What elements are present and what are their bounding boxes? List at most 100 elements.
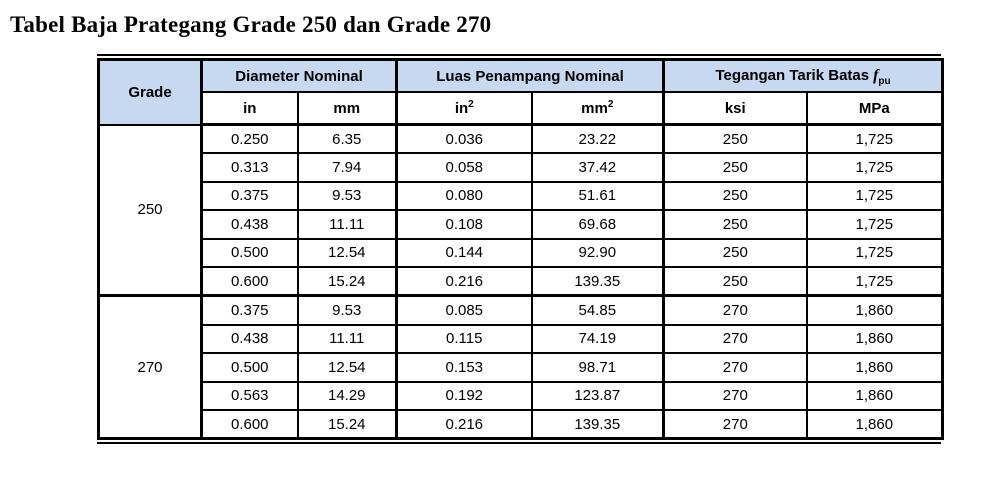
table-cell: 0.144 [395,237,533,268]
table-cell: 11.11 [296,323,399,355]
table-cell: 12.54 [296,352,399,383]
table-cell: 0.600 [200,408,299,440]
table-cell: 12.54 [296,237,399,268]
table-cell: 37.42 [530,152,666,183]
unit-mm2-base: mm [581,99,608,117]
table-cell: 0.375 [200,180,299,212]
table-cell: 0.438 [200,209,299,240]
table-row: 0.375 9.53 0.080 51.61 250 1,725 [99,180,944,212]
table-row: 0.563 14.29 0.192 123.87 270 1,860 [99,380,944,411]
table-row: 0.438 11.11 0.115 74.19 270 1,860 [99,323,944,355]
page-title: Tabel Baja Prategang Grade 250 dan Grade… [10,12,492,37]
table-row: 0.600 15.24 0.216 139.35 250 1,725 [99,265,944,297]
table-row: 270 0.375 9.53 0.085 54.85 270 1,860 [97,294,944,440]
column-header-luas-penampang-nominal: Luas Penampang Nominal [395,58,666,93]
unit-header-mpa: MPa [805,91,944,126]
table-cell: 23.22 [530,123,666,155]
table-header-row-sections: Grade Diameter Nominal Luas Penampang No… [97,58,944,126]
table-cell: 139.35 [530,408,666,440]
table-header-row-units: in mm in2 mm2 ksi MPa [99,91,944,126]
table-cell: 250 [662,265,808,297]
table-cell: 15.24 [296,408,399,440]
table-cell: 0.216 [395,265,533,297]
table-cell: 1,725 [805,265,944,297]
table-cell: 9.53 [296,180,399,212]
column-header-diameter-nominal: Diameter Nominal [200,58,399,93]
table-cell: 0.313 [200,152,299,183]
table-cell: 74.19 [530,323,666,355]
grade-cell: 270 [97,294,203,440]
table-cell: 92.90 [530,237,666,268]
table-cell: 0.500 [200,237,299,268]
table-top-rule [97,54,941,56]
table-bottom-rule [97,442,941,445]
table-cell: 1,725 [805,180,944,212]
column-header-tegangan-tarik-batas: Tegangan Tarik Batas fpu [662,58,944,93]
table-cell: 6.35 [296,123,399,155]
table-cell: 1,860 [805,352,944,383]
table-row: 0.313 7.94 0.058 37.42 250 1,725 [99,152,944,183]
table-cell: 250 [662,237,808,268]
table-cell: 0.192 [395,380,533,411]
unit-mm2-superscript: 2 [607,98,614,110]
table-cell: 270 [662,408,808,440]
grade-cell: 250 [97,123,203,297]
table-cell: 250 [662,152,808,183]
table-cell: 0.500 [200,352,299,383]
table-cell: 0.600 [200,265,299,297]
table-cell: 98.71 [530,352,666,383]
table-cell: 270 [662,323,808,355]
f-pu-subscript: pu [878,76,891,87]
table-cell: 123.87 [530,380,666,411]
table-row: 0.438 11.11 0.108 69.68 250 1,725 [99,209,944,240]
table-row: 0.600 15.24 0.216 139.35 270 1,860 [99,408,944,440]
table-cell: 15.24 [296,265,399,297]
table-cell: 1,860 [805,408,944,440]
table-row: 0.500 12.54 0.153 98.71 270 1,860 [99,352,944,383]
column-header-grade: Grade [97,58,203,126]
table-cell: 1,860 [805,294,944,326]
table-cell: 0.108 [395,209,533,240]
unit-header-mm: mm [296,91,399,126]
table-header: Grade Diameter Nominal Luas Penampang No… [97,58,944,126]
unit-in2-superscript: 2 [468,98,474,110]
table-cell: 0.080 [395,180,533,212]
table-cell: 250 [662,123,808,155]
table-cell: 9.53 [296,294,399,326]
table-row: 250 0.250 6.35 0.036 23.22 250 1,725 [97,123,944,297]
unit-header-ksi: ksi [662,91,808,126]
table-cell: 0.250 [200,123,299,155]
table-cell: 14.29 [296,380,399,411]
table-cell: 1,860 [805,380,944,411]
table-cell: 51.61 [530,180,666,212]
table-cell: 270 [662,294,808,326]
table-cell: 250 [662,180,808,212]
prestressed-steel-table: Grade Diameter Nominal Luas Penampang No… [97,58,945,441]
unit-header-in: in [200,91,299,126]
table-cell: 250 [662,209,808,240]
table-cell: 1,860 [805,323,944,355]
steel-grade-table-container: Grade Diameter Nominal Luas Penampang No… [97,54,945,445]
table-cell: 11.11 [296,209,399,240]
table-cell: 1,725 [805,152,944,183]
table-cell: 0.375 [200,294,299,326]
table-cell: 1,725 [805,123,944,155]
table-cell: 0.085 [395,294,533,326]
table-cell: 7.94 [296,152,399,183]
table-cell: 139.35 [530,265,666,297]
table-cell: 0.438 [200,323,299,355]
table-cell: 0.036 [395,123,533,155]
table-cell: 0.153 [395,352,533,383]
unit-header-mm2: mm2 [530,91,666,126]
table-cell: 0.216 [395,408,533,440]
table-cell: 1,725 [805,237,944,268]
document-page: Tabel Baja Prategang Grade 250 dan Grade… [0,12,986,481]
tegangan-label-text: Tegangan Tarik Batas [715,67,870,84]
table-cell: 0.563 [200,380,299,411]
table-cell: 54.85 [530,294,666,326]
f-symbol: f [873,67,879,84]
unit-in2-base: in [454,99,469,117]
table-cell: 1,725 [805,209,944,240]
unit-header-in2: in2 [395,91,533,126]
table-body: 250 0.250 6.35 0.036 23.22 250 1,725 0.313 7.94 0… [97,123,944,440]
